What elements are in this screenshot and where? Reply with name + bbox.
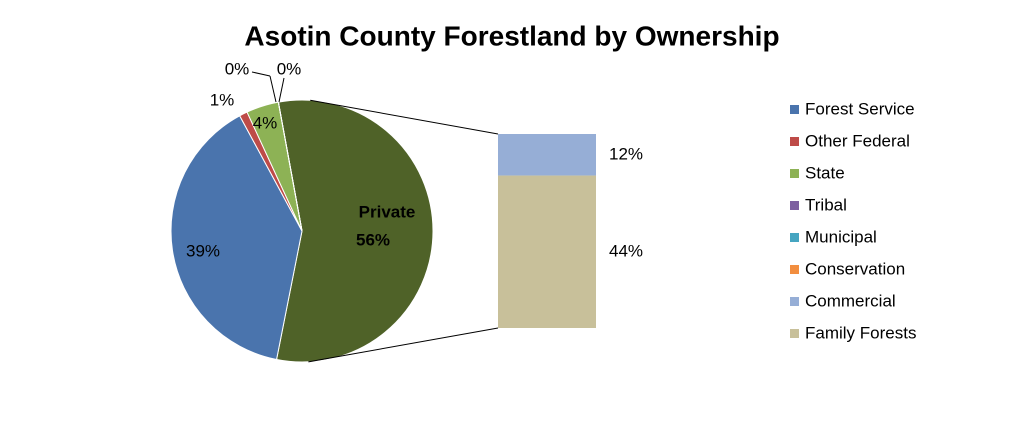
legend-swatch bbox=[790, 233, 799, 242]
other-label: 56% bbox=[356, 230, 390, 249]
data-label: 4% bbox=[253, 113, 278, 132]
connector-line bbox=[308, 327, 499, 363]
connector-line bbox=[310, 99, 499, 135]
legend-swatch bbox=[790, 297, 799, 306]
data-label: 0% bbox=[225, 59, 250, 78]
other-name: Private bbox=[359, 202, 416, 221]
data-label: 44% bbox=[609, 241, 643, 260]
legend-label: Conservation bbox=[805, 259, 905, 278]
legend-label: State bbox=[805, 163, 845, 182]
pie-slice bbox=[170, 115, 303, 361]
legend-label: Forest Service bbox=[805, 99, 915, 118]
bar-segment bbox=[498, 175, 596, 328]
legend-swatch bbox=[790, 265, 799, 274]
legend-label: Family Forests bbox=[805, 323, 916, 342]
legend-swatch bbox=[790, 137, 799, 146]
legend-swatch bbox=[790, 169, 799, 178]
chart-title: Asotin County Forestland by Ownership bbox=[244, 20, 779, 51]
leader-line bbox=[269, 75, 277, 103]
legend-label: Municipal bbox=[805, 227, 877, 246]
legend-label: Commercial bbox=[805, 291, 896, 310]
pie-slice bbox=[246, 101, 303, 232]
legend-swatch bbox=[790, 329, 799, 338]
legend-label: Other Federal bbox=[805, 131, 910, 150]
data-label: 1% bbox=[210, 90, 235, 109]
bar-segment bbox=[498, 134, 596, 176]
legend-swatch bbox=[790, 201, 799, 210]
leader-line bbox=[278, 77, 285, 103]
leader-line bbox=[251, 71, 271, 77]
data-label: 12% bbox=[609, 144, 643, 163]
legend-swatch bbox=[790, 105, 799, 114]
legend-label: Tribal bbox=[805, 195, 847, 214]
data-label: 39% bbox=[186, 241, 220, 260]
data-label: 0% bbox=[277, 59, 302, 78]
